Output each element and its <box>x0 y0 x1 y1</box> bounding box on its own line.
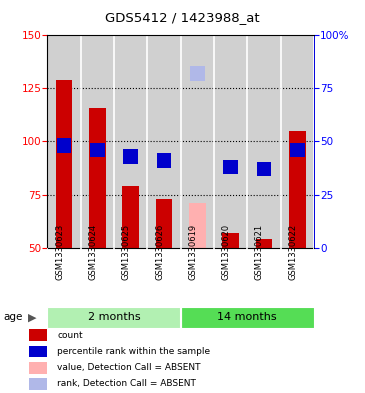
Text: age: age <box>4 312 23 322</box>
Bar <box>29 362 47 373</box>
Bar <box>255 239 272 248</box>
Text: GSM1330626: GSM1330626 <box>155 224 164 281</box>
Bar <box>222 233 239 248</box>
Text: count: count <box>57 331 83 340</box>
Bar <box>257 162 271 176</box>
Text: GSM1330621: GSM1330621 <box>255 224 264 280</box>
Bar <box>29 378 47 390</box>
Bar <box>181 307 314 328</box>
Bar <box>190 66 205 81</box>
Bar <box>122 186 139 248</box>
Bar <box>156 199 172 248</box>
Text: percentile rank within the sample: percentile rank within the sample <box>57 347 210 356</box>
Bar <box>29 346 47 357</box>
Text: GSM1330622: GSM1330622 <box>288 224 297 280</box>
Text: value, Detection Call = ABSENT: value, Detection Call = ABSENT <box>57 363 201 372</box>
Bar <box>56 80 72 248</box>
Text: GSM1330620: GSM1330620 <box>222 224 231 280</box>
Bar <box>223 160 238 174</box>
Text: GSM1330623: GSM1330623 <box>55 224 64 281</box>
Bar <box>89 108 106 248</box>
Bar <box>47 307 181 328</box>
Text: GSM1330625: GSM1330625 <box>122 224 131 280</box>
Bar <box>157 153 171 168</box>
Bar <box>289 131 306 248</box>
Text: 14 months: 14 months <box>218 312 277 322</box>
Bar <box>123 149 138 164</box>
Text: ▶: ▶ <box>28 312 36 322</box>
Bar <box>57 138 72 153</box>
Text: 2 months: 2 months <box>88 312 141 322</box>
Bar <box>290 143 304 157</box>
Text: GDS5412 / 1423988_at: GDS5412 / 1423988_at <box>105 11 260 24</box>
Text: GSM1330619: GSM1330619 <box>188 224 197 280</box>
Bar <box>189 203 205 248</box>
Bar <box>29 329 47 341</box>
Bar <box>90 143 105 157</box>
Text: rank, Detection Call = ABSENT: rank, Detection Call = ABSENT <box>57 379 196 388</box>
Text: GSM1330624: GSM1330624 <box>88 224 97 280</box>
